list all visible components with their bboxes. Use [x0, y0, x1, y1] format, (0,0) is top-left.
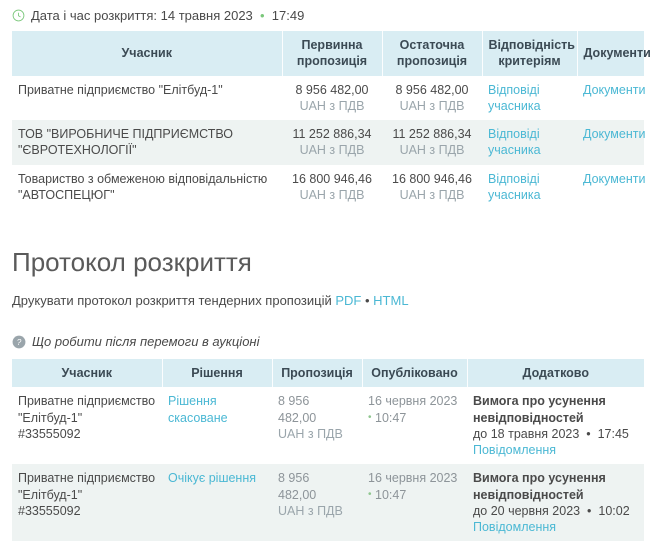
svg-text:?: ?: [17, 338, 22, 347]
